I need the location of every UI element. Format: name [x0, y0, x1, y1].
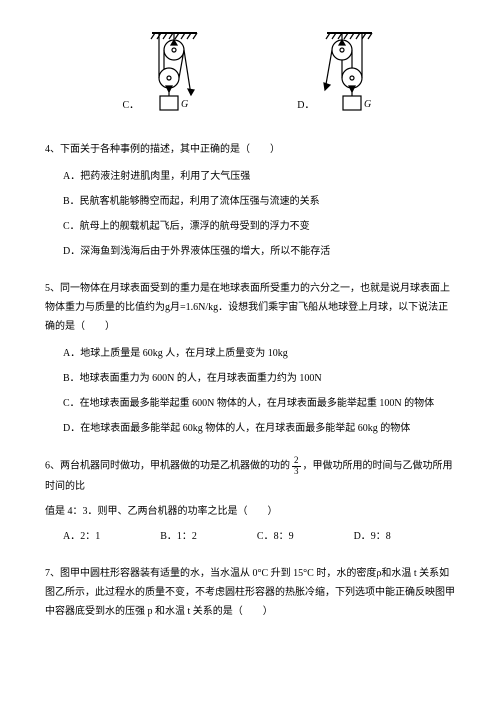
q5-option-a: A．地球上质量是 60kg 人，在月球上质量变为 10kg — [45, 344, 455, 363]
q6-options-row: A．2：1 B．1：2 C．8：9 D．9：8 — [45, 527, 455, 546]
q4-option-d: D．深海鱼到浅海后由于外界液体压强的增大，所以不能存活 — [45, 242, 455, 261]
option-d-pulley: D． G — [297, 30, 377, 115]
q5-option-c: C．在地球表面最多能举起重 600N 物体的人，在月球表面最多能举起重 100N… — [45, 394, 455, 413]
q6-pre: 6、两台机器同时做功，甲机器做的功是乙机器做的功的 — [45, 461, 290, 472]
q4-option-c: C．航母上的舰载机起飞后，漂浮的航母受到的浮力不变 — [45, 217, 455, 236]
q6-option-a: A．2：1 — [63, 527, 100, 546]
option-c-pulley: C． G — [123, 30, 203, 115]
question-6: 6、两台机器同时做功，甲机器做的功是乙机器做的功的23，甲做功所用的时间与乙做功… — [45, 456, 455, 546]
frac-den: 3 — [292, 467, 301, 477]
weight-label-g: G — [181, 99, 188, 110]
pulley-diagram-c: G — [147, 30, 202, 115]
question-5: 5、同一物体在月球表面受到的重力是在地球表面所受重力的六分之一，也就是说月球表面… — [45, 279, 455, 438]
q5-option-b: B．地球表面重力为 600N 的人，在月球表面重力约为 100N — [45, 369, 455, 388]
pulley-options-row: C． G D． — [45, 30, 455, 115]
question-7: 7、图甲中圆柱形容器装有适量的水，当水温从 0°C 升到 15°C 时，水的密度… — [45, 564, 455, 621]
q6-line2: 值是 4：3．则甲、乙两台机器的功率之比是（ ） — [45, 502, 455, 521]
fraction-2-3: 23 — [292, 456, 301, 477]
q6-line1: 6、两台机器同时做功，甲机器做的功是乙机器做的功的23，甲做功所用的时间与乙做功… — [45, 456, 455, 496]
q6-option-d: D．9：8 — [354, 527, 391, 546]
option-label-d: D． — [297, 96, 314, 115]
weight-label-g: G — [364, 99, 371, 110]
q6-option-b: B．1：2 — [160, 527, 197, 546]
q4-option-a: A．把药液注射进肌肉里，利用了大气压强 — [45, 167, 455, 186]
q7-title: 7、图甲中圆柱形容器装有适量的水，当水温从 0°C 升到 15°C 时，水的密度… — [45, 564, 455, 621]
q5-title: 5、同一物体在月球表面受到的重力是在地球表面所受重力的六分之一，也就是说月球表面… — [45, 279, 455, 336]
option-label-c: C． — [123, 96, 140, 115]
q5-option-d: D．在地球表面最多能举起 60kg 物体的人，在月球表面最多能举起 60kg 的… — [45, 419, 455, 438]
q6-option-c: C．8：9 — [257, 527, 294, 546]
pulley-diagram-d: G — [322, 30, 377, 115]
question-4: 4、下面关于各种事例的描述，其中正确的是（ ） A．把药液注射进肌肉里，利用了大… — [45, 140, 455, 261]
q4-title: 4、下面关于各种事例的描述，其中正确的是（ ） — [45, 140, 455, 159]
q4-option-b: B．民航客机能够腾空而起，利用了流体压强与流速的关系 — [45, 192, 455, 211]
